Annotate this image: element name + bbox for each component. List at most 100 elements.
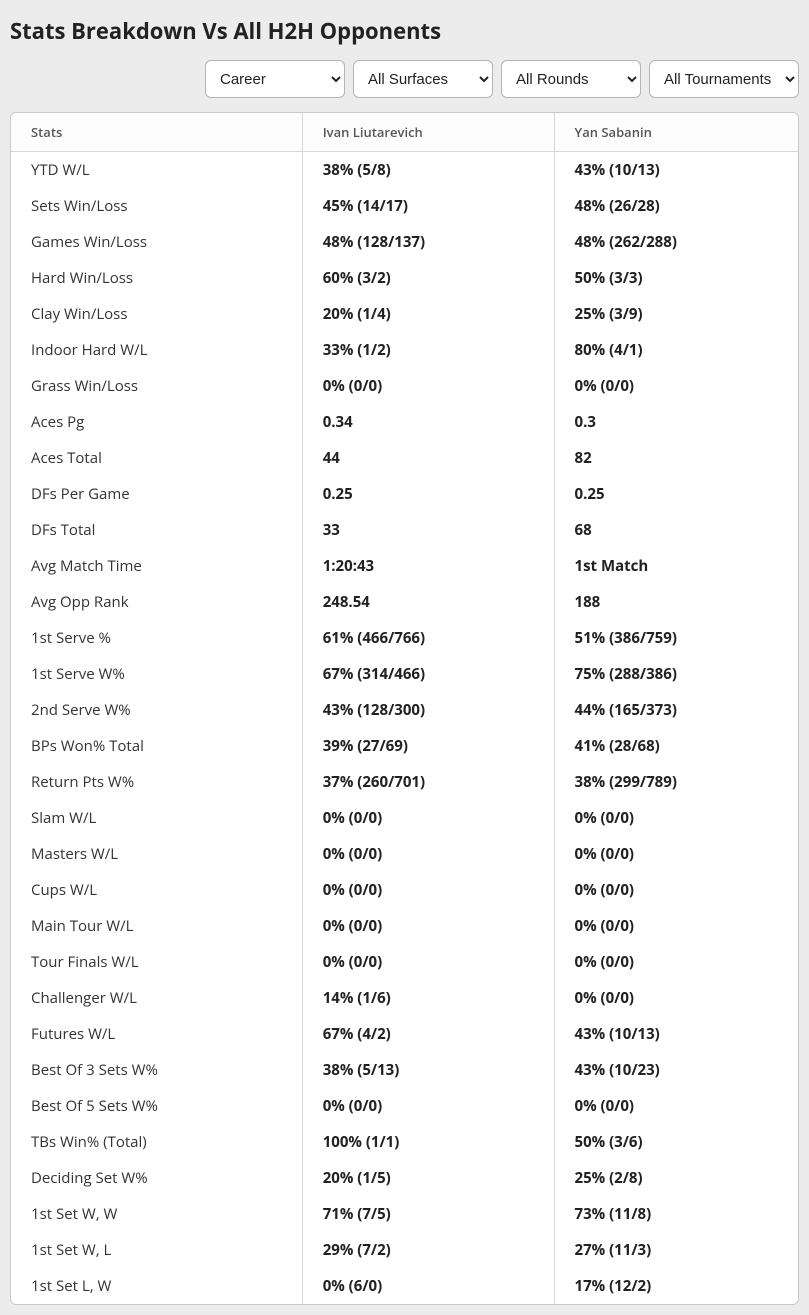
stat-label: Tour Finals W/L [11, 944, 302, 980]
stat-player1-value: 0% (0/0) [302, 836, 554, 872]
stat-label: BPs Won% Total [11, 728, 302, 764]
stat-player2-value: 43% (10/23) [554, 1052, 798, 1088]
stat-player2-value: 0% (0/0) [554, 944, 798, 980]
filter-surface[interactable]: All Surfaces [353, 60, 493, 98]
stat-player2-value: 73% (11/8) [554, 1196, 798, 1232]
table-row: BPs Won% Total39% (27/69)41% (28/68) [11, 728, 798, 764]
stat-player1-value: 14% (1/6) [302, 980, 554, 1016]
stat-player1-value: 0% (0/0) [302, 368, 554, 404]
col-header-player1: Ivan Liutarevich [302, 113, 554, 152]
stat-player2-value: 48% (26/28) [554, 188, 798, 224]
filter-period[interactable]: Career [205, 60, 345, 98]
table-row: Tour Finals W/L0% (0/0)0% (0/0) [11, 944, 798, 980]
stat-player1-value: 71% (7/5) [302, 1196, 554, 1232]
table-row: Best Of 5 Sets W%0% (0/0)0% (0/0) [11, 1088, 798, 1124]
stat-player1-value: 67% (4/2) [302, 1016, 554, 1052]
stat-label: 2nd Serve W% [11, 692, 302, 728]
stat-label: Masters W/L [11, 836, 302, 872]
stat-label: Aces Total [11, 440, 302, 476]
stat-player2-value: 25% (2/8) [554, 1160, 798, 1196]
stat-player1-value: 45% (14/17) [302, 188, 554, 224]
table-row: Sets Win/Loss45% (14/17)48% (26/28) [11, 188, 798, 224]
col-header-player2: Yan Sabanin [554, 113, 798, 152]
filter-tournament[interactable]: All Tournaments [649, 60, 799, 98]
stat-label: Games Win/Loss [11, 224, 302, 260]
stat-player2-value: 0% (0/0) [554, 836, 798, 872]
stat-player1-value: 0% (0/0) [302, 800, 554, 836]
stat-label: Deciding Set W% [11, 1160, 302, 1196]
table-row: Return Pts W%37% (260/701)38% (299/789) [11, 764, 798, 800]
stat-label: 1st Set L, W [11, 1268, 302, 1304]
table-row: Futures W/L67% (4/2)43% (10/13) [11, 1016, 798, 1052]
stat-label: Slam W/L [11, 800, 302, 836]
stat-player1-value: 1:20:43 [302, 548, 554, 584]
stat-label: Challenger W/L [11, 980, 302, 1016]
stat-player1-value: 38% (5/13) [302, 1052, 554, 1088]
stat-player1-value: 248.54 [302, 584, 554, 620]
table-row: Aces Pg0.340.3 [11, 404, 798, 440]
filter-round[interactable]: All Rounds [501, 60, 641, 98]
stat-label: Return Pts W% [11, 764, 302, 800]
stat-label: DFs Total [11, 512, 302, 548]
stat-label: Cups W/L [11, 872, 302, 908]
table-row: Main Tour W/L0% (0/0)0% (0/0) [11, 908, 798, 944]
table-row: Deciding Set W%20% (1/5)25% (2/8) [11, 1160, 798, 1196]
stat-player2-value: 43% (10/13) [554, 152, 798, 189]
stat-player2-value: 0% (0/0) [554, 872, 798, 908]
stat-player1-value: 0% (0/0) [302, 872, 554, 908]
stat-player2-value: 0% (0/0) [554, 908, 798, 944]
stat-player1-value: 33 [302, 512, 554, 548]
table-row: Avg Opp Rank248.54188 [11, 584, 798, 620]
page-title: Stats Breakdown Vs All H2H Opponents [10, 16, 799, 46]
stat-player2-value: 41% (28/68) [554, 728, 798, 764]
table-row: Hard Win/Loss60% (3/2)50% (3/3) [11, 260, 798, 296]
stat-player1-value: 48% (128/137) [302, 224, 554, 260]
stat-player1-value: 60% (3/2) [302, 260, 554, 296]
stats-table: Stats Ivan Liutarevich Yan Sabanin YTD W… [11, 113, 798, 1304]
table-row: Grass Win/Loss0% (0/0)0% (0/0) [11, 368, 798, 404]
stat-player1-value: 61% (466/766) [302, 620, 554, 656]
stat-player1-value: 0% (0/0) [302, 944, 554, 980]
table-row: Aces Total4482 [11, 440, 798, 476]
stat-label: 1st Set W, W [11, 1196, 302, 1232]
stat-player2-value: 1st Match [554, 548, 798, 584]
stat-player2-value: 44% (165/373) [554, 692, 798, 728]
table-row: Indoor Hard W/L33% (1/2)80% (4/1) [11, 332, 798, 368]
stat-label: Best Of 3 Sets W% [11, 1052, 302, 1088]
stat-player2-value: 0% (0/0) [554, 800, 798, 836]
table-row: 1st Serve W%67% (314/466)75% (288/386) [11, 656, 798, 692]
stat-player2-value: 38% (299/789) [554, 764, 798, 800]
stat-label: TBs Win% (Total) [11, 1124, 302, 1160]
stat-label: Clay Win/Loss [11, 296, 302, 332]
stat-player2-value: 27% (11/3) [554, 1232, 798, 1268]
table-row: 1st Serve %61% (466/766)51% (386/759) [11, 620, 798, 656]
stat-player2-value: 17% (12/2) [554, 1268, 798, 1304]
table-row: YTD W/L38% (5/8)43% (10/13) [11, 152, 798, 189]
stat-player1-value: 39% (27/69) [302, 728, 554, 764]
stat-player2-value: 51% (386/759) [554, 620, 798, 656]
table-row: TBs Win% (Total)100% (1/1)50% (3/6) [11, 1124, 798, 1160]
stat-label: DFs Per Game [11, 476, 302, 512]
table-row: 1st Set L, W0% (6/0)17% (12/2) [11, 1268, 798, 1304]
table-row: Cups W/L0% (0/0)0% (0/0) [11, 872, 798, 908]
stat-player2-value: 0.25 [554, 476, 798, 512]
stat-player2-value: 48% (262/288) [554, 224, 798, 260]
stat-player1-value: 67% (314/466) [302, 656, 554, 692]
stats-table-card: Stats Ivan Liutarevich Yan Sabanin YTD W… [10, 112, 799, 1305]
table-row: DFs Total3368 [11, 512, 798, 548]
table-row: Clay Win/Loss20% (1/4)25% (3/9) [11, 296, 798, 332]
stat-player1-value: 38% (5/8) [302, 152, 554, 189]
stat-label: Futures W/L [11, 1016, 302, 1052]
table-row: Challenger W/L14% (1/6)0% (0/0) [11, 980, 798, 1016]
stat-player1-value: 43% (128/300) [302, 692, 554, 728]
stat-player2-value: 0% (0/0) [554, 368, 798, 404]
stat-label: Avg Opp Rank [11, 584, 302, 620]
stat-player2-value: 80% (4/1) [554, 332, 798, 368]
col-header-stats: Stats [11, 113, 302, 152]
stat-label: Aces Pg [11, 404, 302, 440]
stat-player1-value: 37% (260/701) [302, 764, 554, 800]
stat-player2-value: 0% (0/0) [554, 980, 798, 1016]
stat-player2-value: 188 [554, 584, 798, 620]
table-row: Games Win/Loss48% (128/137)48% (262/288) [11, 224, 798, 260]
stat-player2-value: 43% (10/13) [554, 1016, 798, 1052]
